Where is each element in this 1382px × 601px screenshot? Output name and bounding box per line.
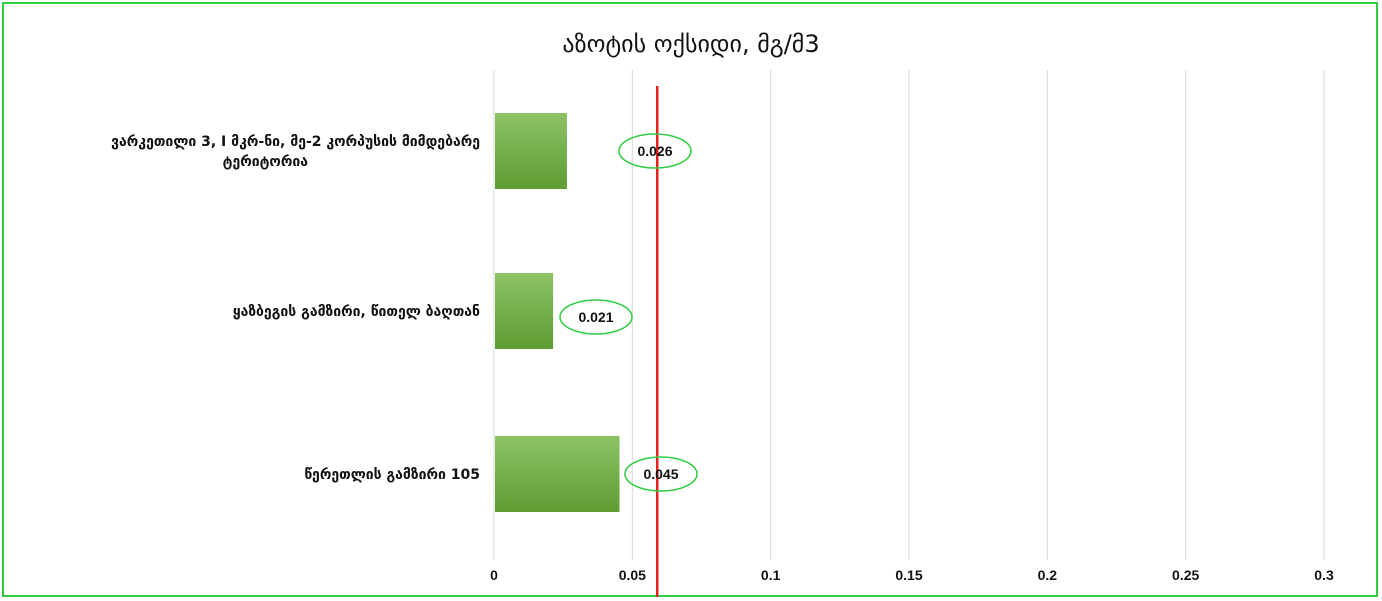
data-label-ellipse [618,133,692,169]
x-tick-label: 0.1 [761,567,781,583]
chart-title: აზოტის ოქსიდი, მგ/მ3 [562,30,819,58]
x-tick-label: 0.2 [1038,567,1058,583]
data-labels: 0.026 0.021 0.045 [559,133,698,492]
bars [495,113,620,512]
data-label: 0.045 [643,466,678,482]
x-tick-label: 0.15 [895,567,922,583]
category-labels: ვარკეთილი 3, I მკრ-ნი, მე-2 კორპუსის მიმ… [111,134,480,483]
x-tick-label: 0.3 [1314,567,1334,583]
x-tick-label: 0.05 [619,567,646,583]
category-label: ტერიტორია [223,154,309,170]
gridlines [493,70,1325,560]
bar [495,113,567,189]
bar [495,273,554,349]
x-tick-label: 0 [490,567,498,583]
data-label-ellipse [624,456,698,492]
bar [495,436,620,512]
x-axis-ticks: 0 0.05 0.1 0.15 0.2 0.25 0.3 [490,567,1334,583]
category-label: წერეთლის გამზირი 105 [304,467,480,483]
data-label: 0.026 [637,143,672,159]
x-tick-label: 0.25 [1172,567,1199,583]
data-label-ellipse [559,299,633,335]
data-label: 0.021 [578,309,613,325]
category-label: ვარკეთილი 3, I მკრ-ნი, მე-2 კორპუსის მიმ… [111,134,480,150]
category-label: ყაზბეგის გამზირი, წითელ ბაღთან [233,304,480,320]
